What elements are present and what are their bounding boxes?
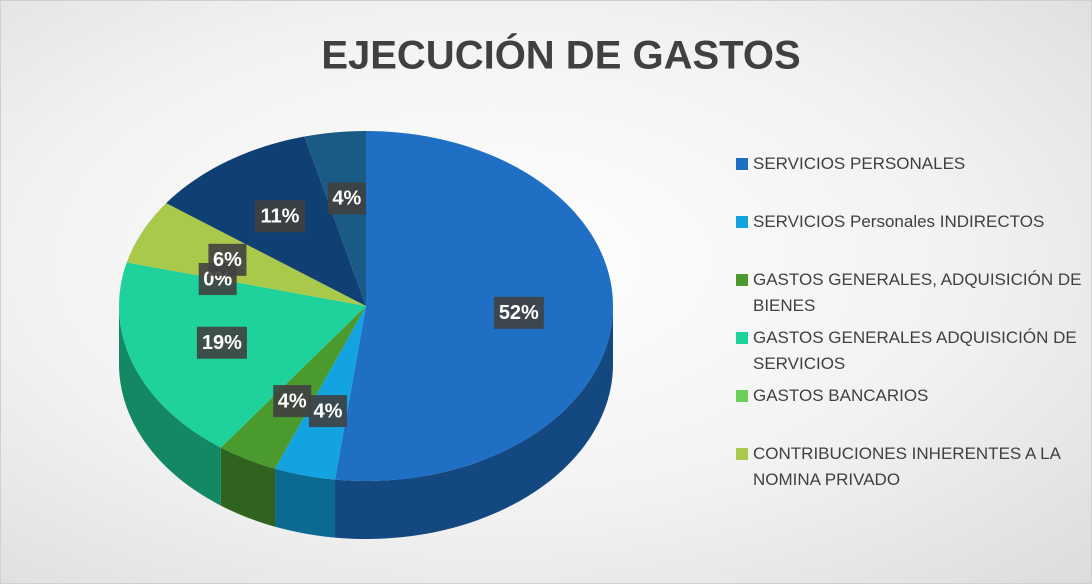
data-label-group: 4% (308, 395, 347, 428)
slice-side (220, 447, 276, 527)
legend-entry: GASTOS GENERALES, ADQUISICIÓN DE BIENES (736, 267, 1086, 325)
data-label-box (327, 182, 366, 215)
legend-label: GASTOS GENERALES ADQUISICIÓN DE SERVICIO… (753, 328, 1077, 373)
data-label-box (254, 200, 305, 233)
legend-swatch (736, 448, 748, 460)
data-label: 52% (499, 302, 539, 324)
legend-swatch (736, 390, 748, 402)
legend-label: GASTOS GENERALES, ADQUISICIÓN DE BIENES (753, 270, 1082, 315)
slice-side-shade (335, 306, 613, 539)
slice (335, 131, 613, 481)
slice-side (119, 306, 221, 506)
data-label: 6% (213, 249, 242, 271)
legend-entry: SERVICIOS Personales INDIRECTOS (736, 209, 1086, 267)
legend-entry: GASTOS GENERALES ADQUISICIÓN DE SERVICIO… (736, 325, 1086, 383)
data-label: 4% (278, 390, 307, 412)
data-label-group: 11% (254, 200, 305, 233)
data-label-group: 6% (208, 243, 247, 276)
chart-title: EJECUCIÓN DE GASTOS (321, 32, 800, 78)
legend-label: SERVICIOS Personales INDIRECTOS (753, 212, 1045, 231)
slice-side (335, 306, 613, 539)
legend-label: SERVICIOS PERSONALES (753, 154, 966, 173)
data-label: 4% (332, 188, 361, 210)
data-label-group: 19% (196, 326, 247, 359)
legend-swatch (736, 158, 748, 170)
data-label-box (308, 395, 347, 428)
legend-entry: CONTRIBUCIONES INHERENTES A LA NOMINA PR… (736, 441, 1086, 499)
slice-side-shade (220, 447, 276, 527)
legend-swatch (736, 274, 748, 286)
slice (304, 131, 366, 306)
data-label-box (273, 385, 312, 418)
data-label: 11% (260, 206, 299, 228)
data-label-box (208, 243, 247, 276)
data-label-group: 52% (493, 296, 544, 329)
data-label-group: 4% (273, 385, 312, 418)
data-label-group: 4% (327, 182, 366, 215)
slice-side-shade (275, 468, 336, 538)
slice (275, 306, 366, 480)
data-label: 4% (313, 400, 342, 422)
legend-entry: GASTOS BANCARIOS (736, 383, 1086, 441)
slice-side (275, 468, 336, 538)
legend-swatch (736, 332, 748, 344)
data-label-box (493, 296, 544, 329)
data-label-box (196, 326, 247, 359)
legend: SERVICIOS PERSONALES SERVICIOS Personales… (736, 151, 1086, 499)
slice-side-shade (119, 306, 221, 506)
legend-label: CONTRIBUCIONES INHERENTES A LA NOMINA PR… (753, 444, 1061, 489)
data-label: 19% (202, 332, 242, 354)
legend-swatch (736, 216, 748, 228)
legend-label: GASTOS BANCARIOS (753, 386, 929, 405)
legend-entry: SERVICIOS PERSONALES (736, 151, 1086, 209)
